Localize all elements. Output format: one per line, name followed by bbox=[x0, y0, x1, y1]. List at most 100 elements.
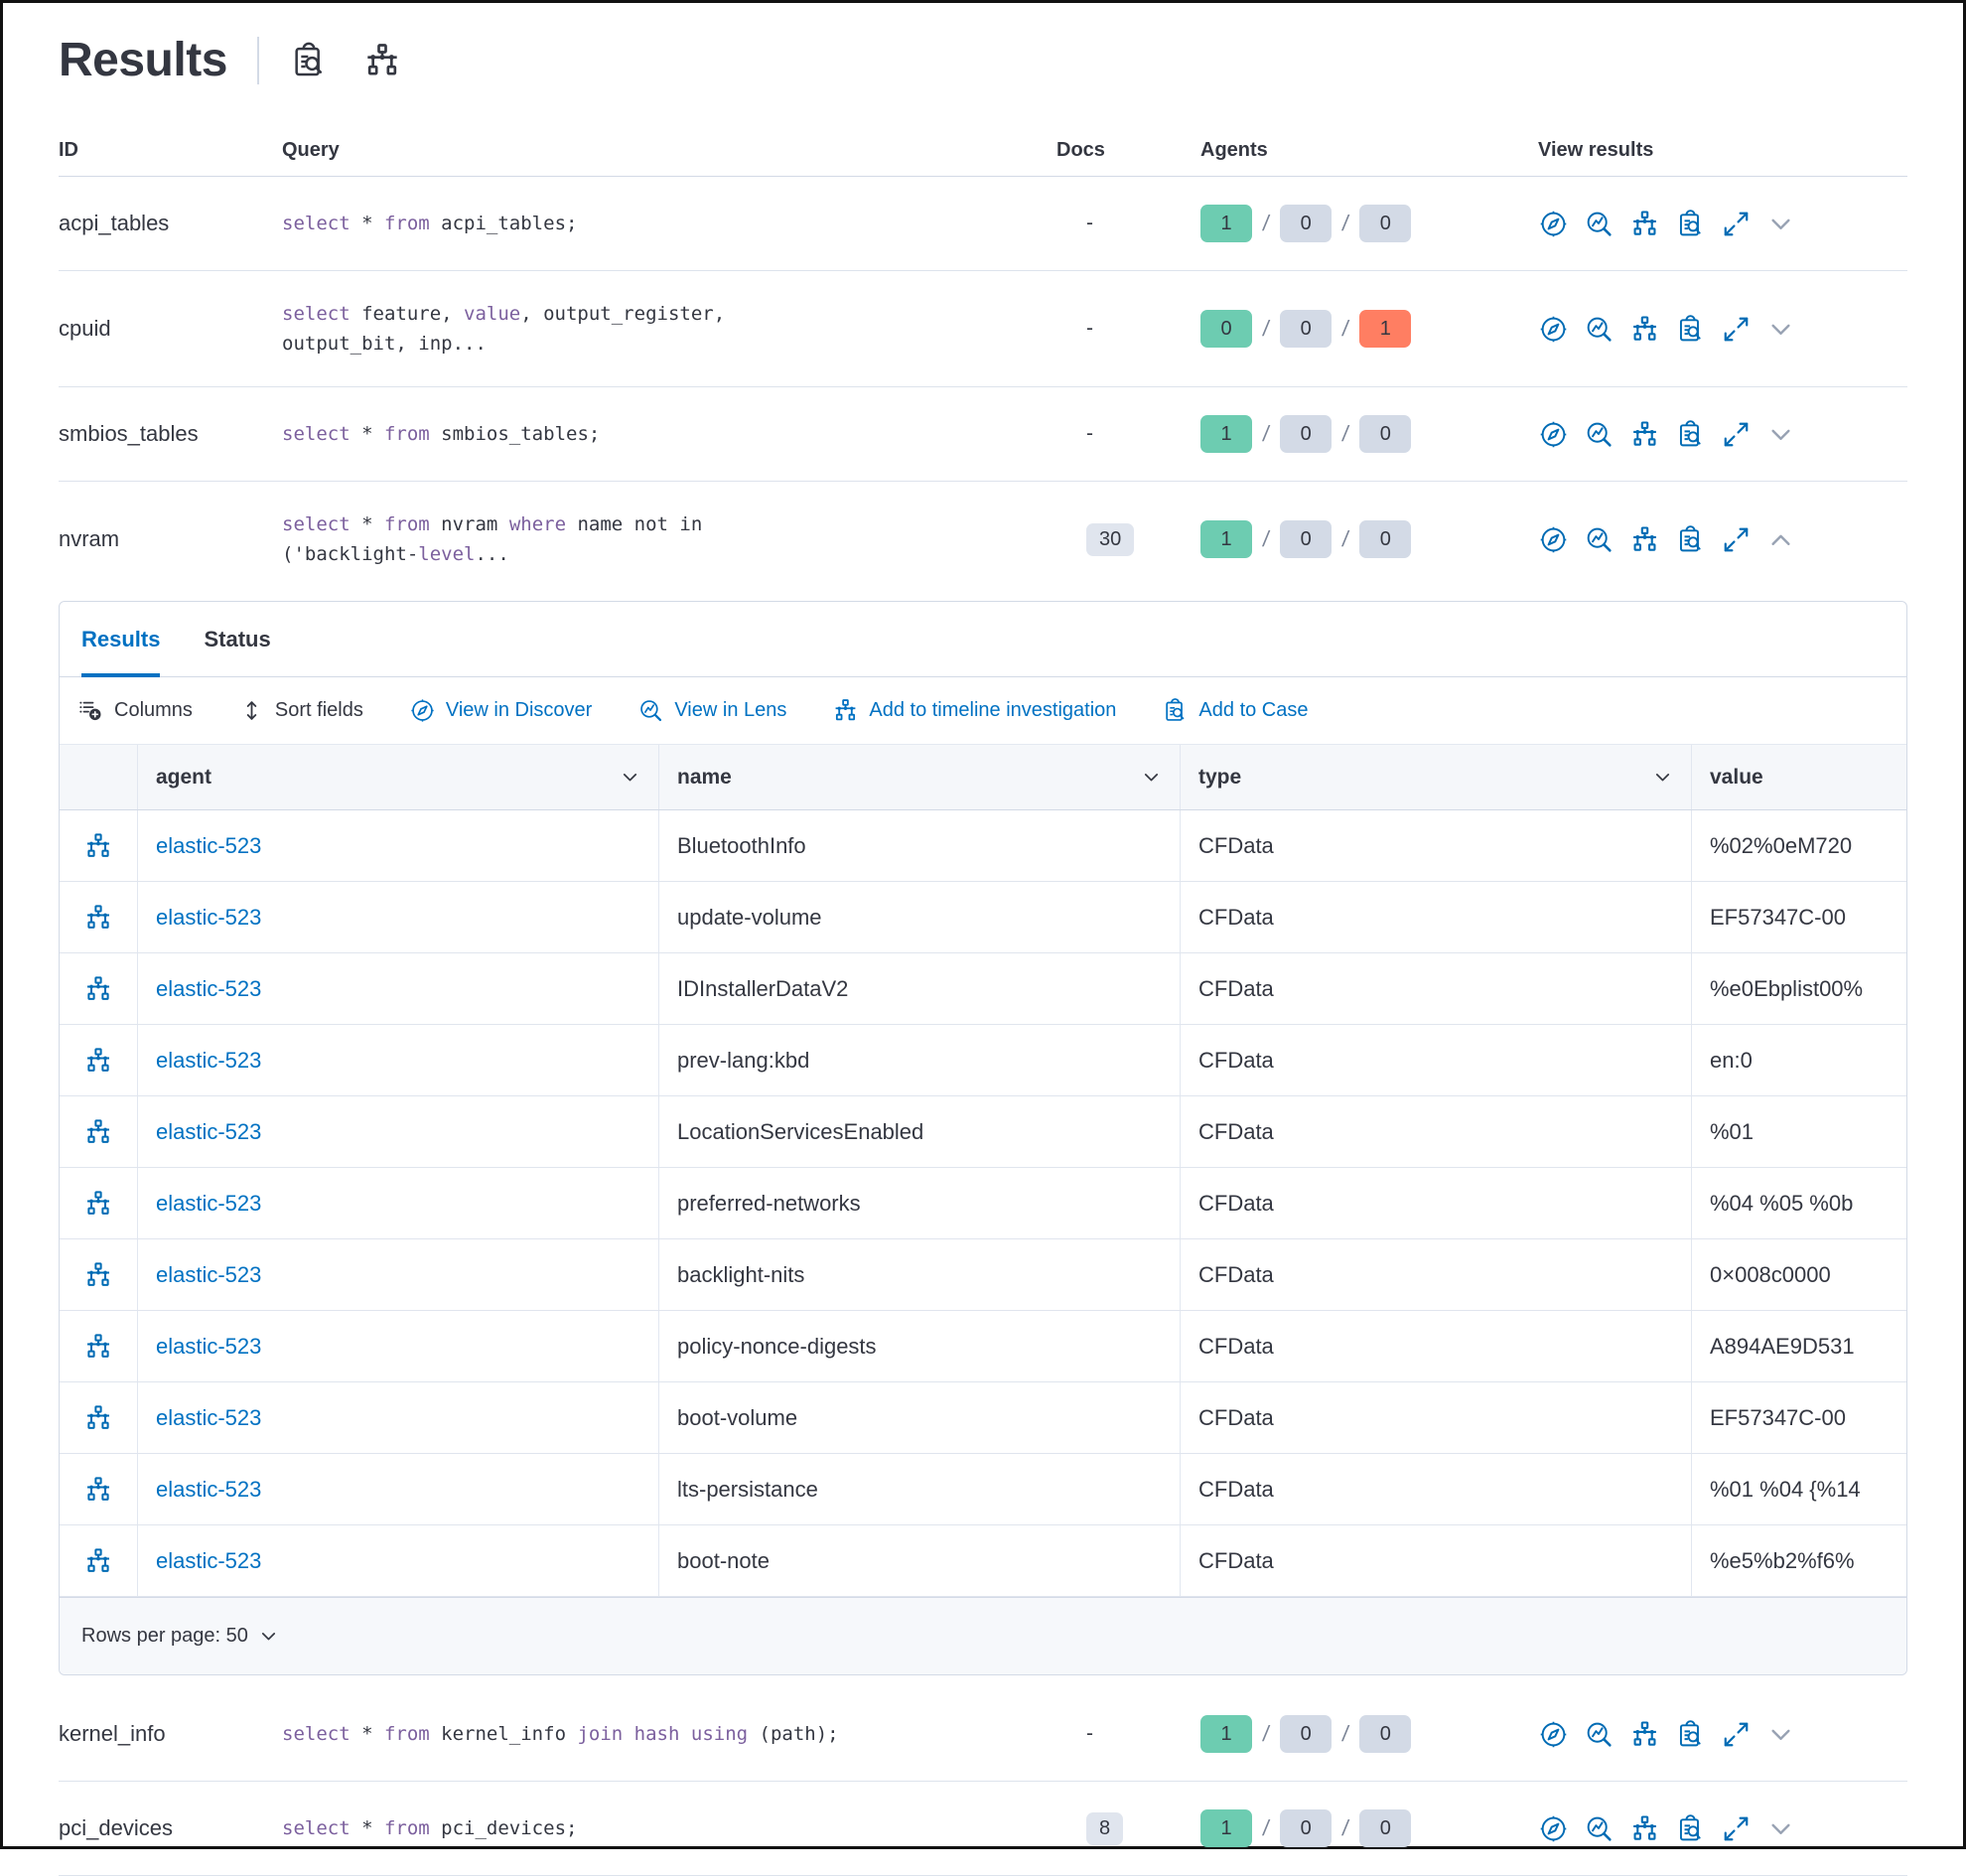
result-value: en:0 bbox=[1691, 1025, 1906, 1095]
add-to-timeline-icon[interactable] bbox=[1629, 419, 1660, 450]
add-to-timeline-icon[interactable] bbox=[1629, 1813, 1660, 1844]
timeline-icon[interactable] bbox=[83, 1475, 113, 1505]
add-to-timeline-button[interactable]: Add to timeline investigation bbox=[832, 697, 1116, 724]
agent-link[interactable]: elastic-523 bbox=[156, 1476, 262, 1502]
add-to-case-button[interactable]: Add to Case bbox=[1162, 697, 1309, 724]
agent-link[interactable]: elastic-523 bbox=[156, 1547, 262, 1573]
add-to-case-icon[interactable] bbox=[1675, 1719, 1706, 1750]
add-to-timeline-icon[interactable] bbox=[1629, 314, 1660, 345]
view-in-lens-icon[interactable] bbox=[1584, 314, 1615, 345]
view-in-lens-icon[interactable] bbox=[1584, 1719, 1615, 1750]
add-to-timeline-icon[interactable] bbox=[1629, 524, 1660, 555]
timeline-icon[interactable] bbox=[83, 903, 113, 933]
agents-success-badge: 0 bbox=[1200, 310, 1252, 348]
agent-link[interactable]: elastic-523 bbox=[156, 832, 262, 858]
agent-link[interactable]: elastic-523 bbox=[156, 1118, 262, 1144]
column-header-name[interactable]: name bbox=[658, 745, 1180, 809]
chevron-toggle-icon[interactable] bbox=[1766, 210, 1795, 238]
result-row: elastic-523 LocationServicesEnabled CFDa… bbox=[60, 1096, 1906, 1168]
docs-count: - bbox=[1086, 317, 1093, 340]
column-header-agent[interactable]: agent bbox=[137, 745, 658, 809]
timeline-icon[interactable] bbox=[83, 1546, 113, 1576]
add-to-case-icon[interactable] bbox=[1675, 524, 1706, 555]
view-in-lens-icon[interactable] bbox=[1584, 524, 1615, 555]
timeline-icon[interactable] bbox=[83, 1046, 113, 1076]
view-results-actions bbox=[1538, 209, 1907, 239]
add-to-case-icon[interactable] bbox=[1675, 209, 1706, 239]
chevron-toggle-icon[interactable] bbox=[1766, 525, 1795, 554]
sort-fields-button[interactable]: Sort fields bbox=[238, 697, 363, 724]
view-in-lens-button[interactable]: View in Lens bbox=[637, 697, 786, 724]
expand-icon[interactable] bbox=[1721, 209, 1752, 239]
timeline-icon bbox=[832, 697, 859, 724]
chevron-toggle-icon[interactable] bbox=[1766, 420, 1795, 449]
agents-pending-badge: 0 bbox=[1280, 205, 1333, 242]
expand-icon[interactable] bbox=[1721, 524, 1752, 555]
chevron-toggle-icon[interactable] bbox=[1766, 1814, 1795, 1843]
agent-link[interactable]: elastic-523 bbox=[156, 1047, 262, 1073]
result-type: CFData bbox=[1180, 882, 1691, 952]
view-in-lens-icon[interactable] bbox=[1584, 1813, 1615, 1844]
add-to-case-icon[interactable] bbox=[1675, 419, 1706, 450]
result-value: 0×008c0000 bbox=[1691, 1239, 1906, 1310]
query-sql: select * from kernel_info join hash usin… bbox=[282, 1723, 839, 1745]
expand-icon[interactable] bbox=[1721, 419, 1752, 450]
expand-icon[interactable] bbox=[1721, 1719, 1752, 1750]
columns-button[interactable]: Columns bbox=[77, 697, 193, 724]
query-id: kernel_info bbox=[59, 1721, 166, 1746]
agents-status: 1 / 0 / 0 bbox=[1200, 1809, 1538, 1847]
timeline-icon[interactable] bbox=[83, 1117, 113, 1147]
docs-count: 8 bbox=[1056, 1811, 1200, 1845]
agent-link[interactable]: elastic-523 bbox=[156, 1261, 262, 1287]
network-diagram-icon[interactable] bbox=[362, 41, 402, 80]
tab-status[interactable]: Status bbox=[204, 626, 271, 651]
view-in-discover-icon[interactable] bbox=[1538, 209, 1569, 239]
result-row: elastic-523 IDInstallerDataV2 CFData %e0… bbox=[60, 953, 1906, 1025]
timeline-icon[interactable] bbox=[83, 974, 113, 1004]
timeline-icon[interactable] bbox=[83, 1260, 113, 1290]
add-to-case-icon[interactable] bbox=[1675, 1813, 1706, 1844]
column-header-type[interactable]: type bbox=[1180, 745, 1691, 809]
column-header-query: Query bbox=[282, 138, 340, 161]
agent-link[interactable]: elastic-523 bbox=[156, 904, 262, 930]
result-value: %04 %05 %0b bbox=[1691, 1168, 1906, 1238]
timeline-icon[interactable] bbox=[83, 1332, 113, 1362]
query-row: nvram select * from nvram where name not… bbox=[59, 482, 1907, 597]
column-header-value[interactable]: value bbox=[1691, 745, 1906, 809]
docs-count: - bbox=[1086, 212, 1093, 234]
add-to-timeline-icon[interactable] bbox=[1629, 209, 1660, 239]
result-name: prev-lang:kbd bbox=[658, 1025, 1180, 1095]
agent-link[interactable]: elastic-523 bbox=[156, 975, 262, 1001]
view-in-discover-icon[interactable] bbox=[1538, 1719, 1569, 1750]
chevron-down-icon[interactable] bbox=[620, 767, 640, 788]
view-in-discover-icon[interactable] bbox=[1538, 524, 1569, 555]
view-in-discover-icon[interactable] bbox=[1538, 419, 1569, 450]
rows-per-page-control[interactable]: Rows per page: 50 bbox=[60, 1597, 1906, 1674]
result-value: %e5%b2%f6% bbox=[1691, 1525, 1906, 1596]
view-in-lens-icon[interactable] bbox=[1584, 209, 1615, 239]
chevron-toggle-icon[interactable] bbox=[1766, 1720, 1795, 1749]
docs-count: 30 bbox=[1056, 522, 1200, 556]
clipboard-search-icon[interactable] bbox=[289, 41, 329, 80]
agents-status: 1 / 0 / 0 bbox=[1200, 415, 1538, 453]
agent-link[interactable]: elastic-523 bbox=[156, 1333, 262, 1359]
tab-results[interactable]: Results bbox=[81, 602, 161, 677]
query-sql: select * from pci_devices; bbox=[282, 1817, 578, 1839]
expand-icon[interactable] bbox=[1721, 314, 1752, 345]
timeline-icon[interactable] bbox=[83, 1189, 113, 1219]
agent-link[interactable]: elastic-523 bbox=[156, 1404, 262, 1430]
agents-pending-badge: 0 bbox=[1280, 1809, 1333, 1847]
add-to-timeline-icon[interactable] bbox=[1629, 1719, 1660, 1750]
agent-link[interactable]: elastic-523 bbox=[156, 1190, 262, 1216]
expand-icon[interactable] bbox=[1721, 1813, 1752, 1844]
chevron-down-icon[interactable] bbox=[1141, 767, 1162, 788]
view-in-discover-button[interactable]: View in Discover bbox=[409, 697, 592, 724]
add-to-case-icon[interactable] bbox=[1675, 314, 1706, 345]
view-in-lens-icon[interactable] bbox=[1584, 419, 1615, 450]
view-in-discover-icon[interactable] bbox=[1538, 314, 1569, 345]
chevron-down-icon[interactable] bbox=[1652, 767, 1673, 788]
timeline-icon[interactable] bbox=[83, 1403, 113, 1433]
chevron-toggle-icon[interactable] bbox=[1766, 315, 1795, 344]
view-in-discover-icon[interactable] bbox=[1538, 1813, 1569, 1844]
timeline-icon[interactable] bbox=[83, 831, 113, 861]
